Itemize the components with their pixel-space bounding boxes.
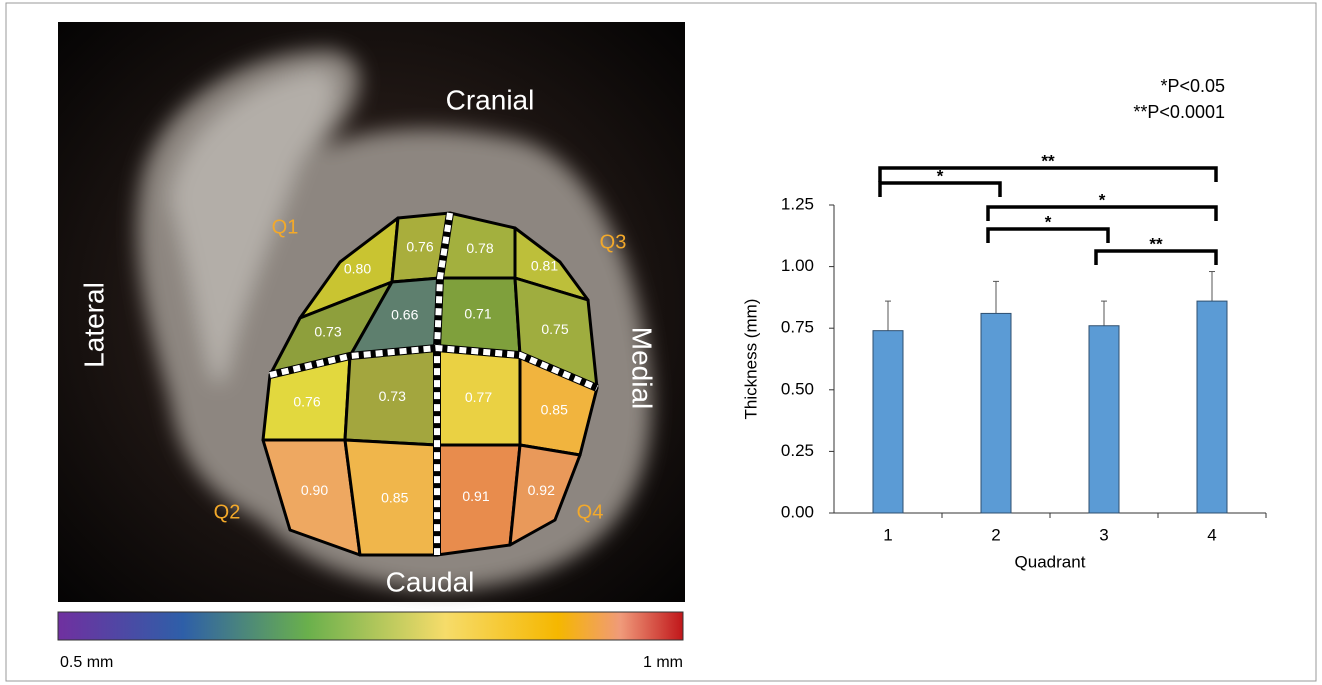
significance-note: *P<0.05 <box>1160 76 1225 96</box>
significance-label: ** <box>1149 234 1163 253</box>
cranial-label: Cranial <box>446 84 535 115</box>
cell-label: 0.80 <box>344 261 371 277</box>
cell-label: 0.66 <box>391 307 418 323</box>
significance-bracket <box>986 205 1218 221</box>
significance-label: ** <box>1041 151 1055 170</box>
cell-label: 0.77 <box>465 389 492 405</box>
significance-note: **P<0.0001 <box>1133 102 1225 122</box>
cell-label: 0.76 <box>406 238 433 254</box>
x-tick-label: 4 <box>1207 525 1216 544</box>
x-axis-title: Quadrant <box>1015 552 1086 571</box>
cell-label: 0.85 <box>381 489 408 505</box>
y-tick-label: 0.00 <box>781 502 814 521</box>
significance-bracket <box>986 227 1110 243</box>
cell-label: 0.90 <box>301 482 328 498</box>
cell-label: 0.71 <box>464 305 491 321</box>
significance-bracket <box>878 181 1002 197</box>
quadrant-label: Q2 <box>214 501 241 523</box>
y-tick-label: 0.50 <box>781 379 814 398</box>
cell-label: 0.81 <box>531 258 558 274</box>
significance-label: * <box>937 166 944 185</box>
lateral-label: Lateral <box>78 282 109 368</box>
y-axis-title: Thickness (mm) <box>741 299 760 420</box>
x-tick-label: 2 <box>991 525 1000 544</box>
y-tick-label: 0.25 <box>781 441 814 460</box>
caudal-label: Caudal <box>386 566 475 597</box>
quadrant-divider <box>269 344 599 391</box>
map-cell <box>508 443 582 547</box>
bar <box>980 312 1012 514</box>
figure-border <box>5 2 1317 682</box>
y-tick-label: 1.25 <box>781 194 814 213</box>
quadrant-label: Q4 <box>577 501 604 523</box>
cell-label: 0.73 <box>379 388 406 404</box>
cell-label: 0.85 <box>541 401 568 417</box>
cell-label: 0.76 <box>293 393 320 409</box>
y-tick-label: 1.00 <box>781 256 814 275</box>
cell-label: 0.78 <box>466 240 493 256</box>
cell-label: 0.91 <box>462 488 489 504</box>
significance-bracket <box>1094 249 1218 265</box>
bar <box>872 330 904 514</box>
bar <box>1196 300 1228 514</box>
significance-label: * <box>1045 212 1052 231</box>
cell-label: 0.73 <box>314 323 341 339</box>
x-tick-label: 1 <box>883 525 892 544</box>
quadrant-label: Q3 <box>600 231 627 253</box>
medial-label: Medial <box>627 327 658 409</box>
cell-label: 0.75 <box>541 321 568 337</box>
bar <box>1088 325 1120 514</box>
colorbar-max: 1 mm <box>643 654 683 671</box>
colorbar <box>57 611 684 641</box>
cell-label: 0.92 <box>528 482 555 498</box>
bar-chart: 0.00 0.25 0.50 0.75 1.00 1.25 1 2 3 4 Quadrant Thic… <box>741 76 1267 571</box>
significance-bracket <box>878 166 1218 182</box>
y-tick-label: 0.75 <box>781 318 814 337</box>
thickness-map: 0.80 0.76 0.78 0.81 0.73 0.66 0.71 0.75 0.76 0.73… <box>261 211 599 557</box>
quadrant-label: Q1 <box>272 216 299 238</box>
x-tick-label: 3 <box>1099 525 1108 544</box>
colorbar-min: 0.5 mm <box>60 654 113 671</box>
significance-label: * <box>1099 190 1106 209</box>
